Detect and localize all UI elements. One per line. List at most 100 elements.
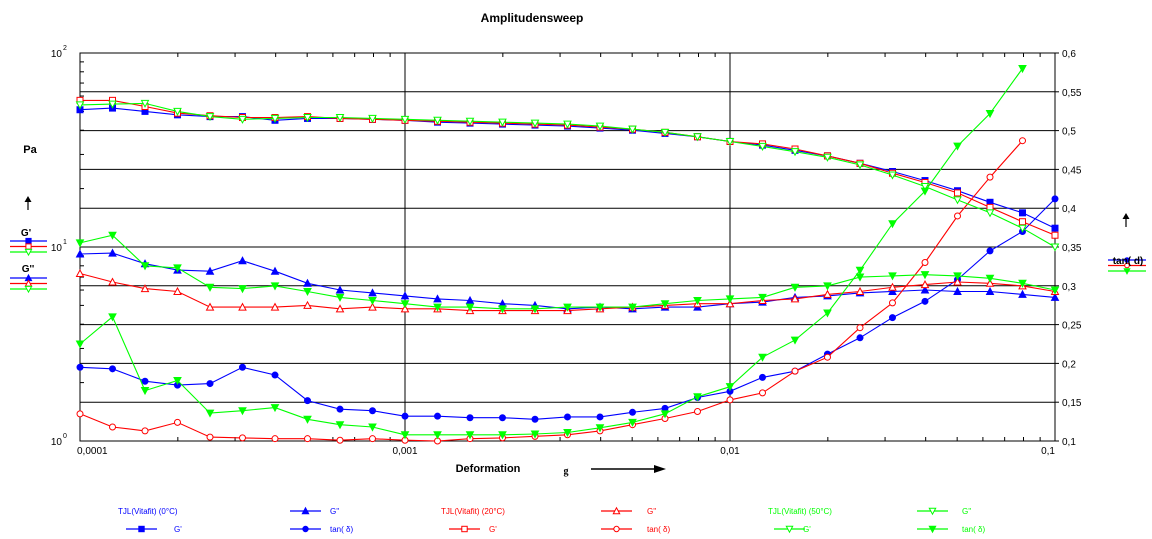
data-point [173, 286, 182, 295]
data-point [888, 282, 897, 291]
legend-entry-label: G'' [962, 507, 972, 516]
data-point [141, 427, 149, 435]
data-point [629, 408, 637, 416]
data-point [920, 271, 930, 280]
y-right-tick-label: 0,25 [1062, 321, 1082, 332]
data-point [595, 122, 605, 131]
series-1 [75, 248, 1060, 313]
legend-swatch-marker [24, 285, 33, 294]
data-point [140, 284, 150, 293]
data-point [465, 295, 475, 304]
data-point [109, 423, 117, 431]
data-point [238, 434, 246, 442]
data-point [140, 262, 150, 271]
data-point [985, 274, 995, 283]
series-2 [76, 195, 1059, 423]
data-point [140, 387, 150, 396]
data-point [205, 113, 215, 122]
data-point [1051, 224, 1059, 232]
legend-entry-label: tan( δ) [330, 525, 353, 534]
data-point [400, 431, 410, 440]
data-point [985, 209, 995, 218]
data-point [271, 371, 279, 379]
data-point [205, 302, 215, 311]
data-point [1018, 279, 1027, 288]
data-point [173, 264, 182, 273]
legend-swatch-marker [138, 525, 145, 533]
data-point [108, 231, 117, 240]
data-point [400, 304, 410, 313]
data-point [270, 302, 280, 311]
data-point [304, 397, 312, 405]
data-point [206, 380, 214, 388]
data-point [335, 304, 345, 313]
data-point [498, 414, 506, 422]
data-point [76, 363, 84, 371]
data-point [140, 99, 150, 108]
data-point [205, 409, 215, 418]
data-point [173, 376, 182, 386]
data-point [465, 117, 475, 126]
data-point [953, 196, 962, 205]
legend-entry-label: G'' [330, 507, 340, 516]
axes: 0,0001 0,001 0,01 0,11001011020,10,150,20,2… [24, 45, 1130, 473]
data-point [1018, 218, 1026, 226]
data-point [530, 430, 540, 439]
data-point [433, 303, 442, 312]
data-point [954, 212, 962, 220]
data-point [628, 303, 637, 312]
data-point [856, 334, 864, 342]
y-right-tick-label: 0,35 [1062, 243, 1082, 254]
data-point [1018, 137, 1026, 145]
data-point [270, 114, 280, 123]
series-7 [75, 231, 1060, 314]
data-point [303, 114, 312, 123]
data-point [303, 300, 312, 309]
data-point [1018, 224, 1027, 233]
legend-entry-label: G' [803, 525, 811, 534]
data-point [303, 287, 312, 297]
data-point [759, 373, 767, 381]
data-point [368, 423, 377, 432]
data-point [823, 289, 832, 298]
data-point [888, 286, 897, 295]
x-axis-symbol: g [564, 466, 569, 477]
y-left-tick-exponent: 0 [63, 433, 67, 440]
legend-entry-label: G' [489, 525, 497, 534]
y-right-tick-label: 0,1 [1062, 437, 1076, 448]
data-point [758, 353, 767, 362]
data-point [336, 436, 344, 444]
data-point [141, 377, 149, 385]
data-point [368, 296, 377, 306]
series-line [79, 68, 1023, 436]
data-point [725, 383, 735, 392]
data-point [465, 303, 475, 312]
data-point [595, 303, 605, 312]
data-point [498, 118, 507, 127]
data-point [75, 340, 85, 349]
data-point [400, 115, 410, 124]
data-point [466, 414, 474, 422]
data-point [888, 272, 897, 281]
data-point [953, 286, 962, 295]
data-point [985, 286, 995, 295]
data-point [108, 248, 117, 257]
y-right-tick-label: 0,5 [1062, 127, 1076, 138]
legend-swatch-marker [25, 237, 32, 245]
data-point [238, 363, 246, 371]
chart-title: Amplitudensweep [481, 11, 584, 25]
data-point [953, 142, 962, 151]
data-point [433, 431, 442, 440]
y-axis-left-label: Pa [23, 144, 37, 156]
data-point [790, 283, 800, 292]
data-point [921, 297, 929, 305]
legend-swatch-marker [24, 248, 33, 257]
data-point [498, 431, 507, 440]
y-axis-left-gdoubleprime-label: G'' [22, 264, 35, 275]
data-point [693, 133, 702, 142]
data-point [76, 410, 84, 418]
data-point [759, 389, 767, 397]
data-point [400, 300, 410, 309]
